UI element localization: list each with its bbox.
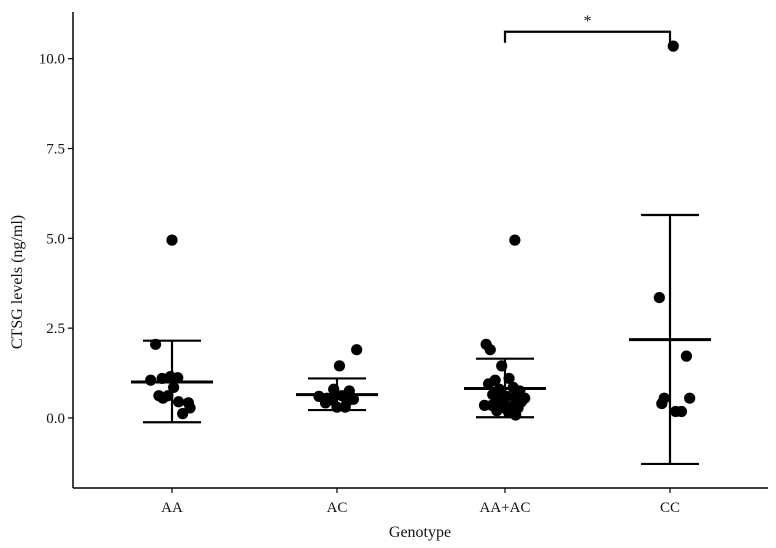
data-point: [157, 392, 169, 404]
data-point: [484, 344, 496, 356]
data-point: [172, 372, 184, 384]
x-axis-title: Genotype: [389, 524, 451, 541]
data-point: [675, 405, 688, 418]
data-point: [656, 397, 668, 410]
data-point: [684, 392, 696, 404]
data-layer: *: [131, 13, 711, 466]
y-tick-label: 2.5: [46, 321, 65, 337]
data-point: [172, 396, 185, 408]
data-point: [680, 350, 693, 362]
data-point: [351, 344, 363, 356]
x-tick-label: CC: [660, 500, 680, 516]
series-group: [629, 40, 711, 466]
series-group: [131, 234, 213, 424]
y-tick-label: 7.5: [46, 142, 65, 158]
data-point: [319, 397, 332, 409]
y-tick-label: 5.0: [46, 231, 65, 247]
significance-bracket: [503, 30, 672, 43]
series-group: [464, 234, 546, 421]
x-tick-label: AC: [327, 500, 348, 516]
y-tick-label: 10.0: [39, 52, 65, 68]
data-point: [653, 292, 665, 304]
data-point: [503, 372, 515, 385]
x-tick-label: AA: [161, 500, 183, 516]
y-tick-label: 0.0: [46, 411, 65, 427]
significance-label: *: [584, 13, 592, 30]
data-point: [168, 381, 180, 394]
data-point: [177, 408, 189, 420]
x-tick-label: AA+AC: [480, 500, 531, 516]
data-point: [491, 405, 503, 417]
series-group: [296, 344, 378, 413]
data-point: [145, 374, 157, 386]
y-axis-title: CTSG levels (ng/ml): [9, 215, 26, 349]
data-point: [347, 393, 359, 405]
data-point: [166, 234, 178, 246]
data-point: [483, 378, 495, 390]
data-point: [333, 360, 346, 372]
data-point: [667, 40, 679, 52]
data-point: [509, 234, 521, 246]
data-point: [510, 409, 522, 421]
plot-area: 0.0 2.5 5.0 7.5 10.0 AA AC AA+AC CC: [39, 12, 768, 516]
